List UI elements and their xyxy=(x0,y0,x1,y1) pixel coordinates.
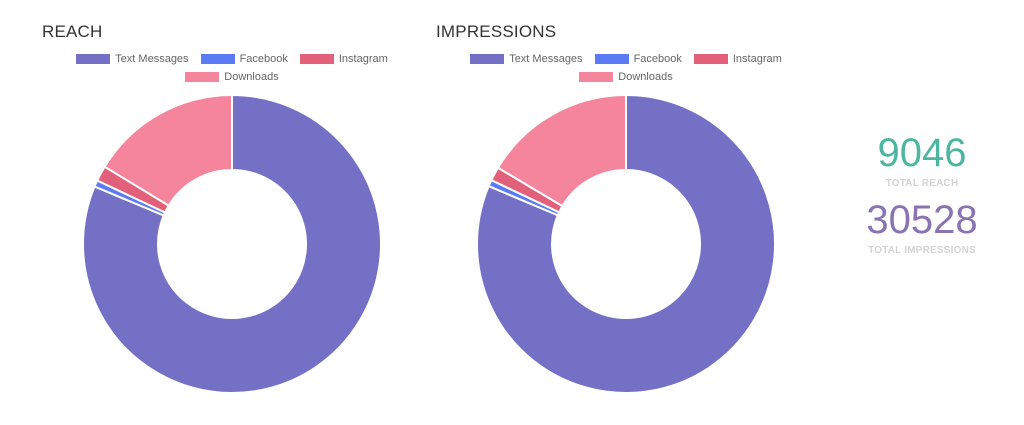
legend-item-downloads[interactable]: Downloads xyxy=(185,71,279,83)
legend-swatch xyxy=(76,54,111,64)
legend-item-downloads[interactable]: Downloads xyxy=(579,71,673,83)
legend-item-text-messages[interactable]: Text Messages xyxy=(76,53,189,65)
chart-title: IMPRESSIONS xyxy=(436,22,557,41)
total-impressions-value: 30528 xyxy=(866,198,978,242)
legend-swatch xyxy=(470,54,505,64)
total-reach-label: TOTAL REACH xyxy=(885,178,959,189)
legend-swatch xyxy=(200,54,235,64)
chart-legend: Text Messages Facebook Instagram Downloa… xyxy=(394,50,858,86)
chart-title: REACH xyxy=(42,22,103,41)
total-reach-value: 9046 xyxy=(877,131,967,175)
legend-item-facebook[interactable]: Facebook xyxy=(594,53,682,65)
donut-slice-downloads[interactable] xyxy=(496,93,627,208)
legend-label: Facebook xyxy=(633,53,682,65)
chart-legend: Text Messages Facebook Instagram Downloa… xyxy=(0,50,464,86)
legend-label: Downloads xyxy=(224,71,279,83)
donut-slice-text-messages[interactable] xyxy=(476,93,776,394)
legend-swatch xyxy=(299,54,334,64)
total-impressions-label: TOTAL IMPRESSIONS xyxy=(868,245,976,256)
legend-item-facebook[interactable]: Facebook xyxy=(200,53,288,65)
legend-swatch xyxy=(579,72,614,82)
legend-item-instagram[interactable]: Instagram xyxy=(693,53,782,65)
reach-chart: REACH Text Messages Facebook Instagram D… xyxy=(0,0,390,425)
legend-label: Instagram xyxy=(338,53,388,65)
donut-slice-text-messages[interactable] xyxy=(82,93,382,394)
donut-slice-downloads[interactable] xyxy=(103,93,233,207)
impressions-chart: IMPRESSIONS Text Messages Facebook Insta… xyxy=(394,0,784,425)
legend-item-text-messages[interactable]: Text Messages xyxy=(470,53,583,65)
kpi-summary: 9046 TOTAL REACH 30528 TOTAL IMPRESSIONS xyxy=(840,130,1004,256)
legend-item-instagram[interactable]: Instagram xyxy=(299,53,388,65)
legend-swatch xyxy=(594,54,629,64)
impressions-donut xyxy=(476,93,776,394)
legend-swatch xyxy=(693,54,728,64)
legend-label: Instagram xyxy=(732,53,782,65)
legend-label: Text Messages xyxy=(115,53,189,65)
legend-label: Text Messages xyxy=(509,53,583,65)
legend-label: Facebook xyxy=(239,53,288,65)
legend-label: Downloads xyxy=(618,71,673,83)
reach-donut xyxy=(82,93,382,394)
legend-swatch xyxy=(185,72,220,82)
